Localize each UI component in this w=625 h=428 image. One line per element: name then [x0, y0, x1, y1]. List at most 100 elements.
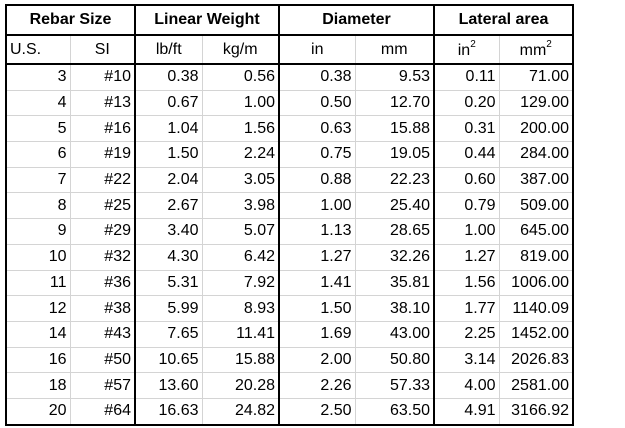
cell: 11	[5, 269, 71, 297]
cell: 3.40	[134, 218, 203, 245]
cell: 28.65	[354, 218, 435, 245]
cell: 4.30	[134, 243, 203, 271]
cell: 5	[5, 115, 71, 143]
cell: 9	[5, 218, 71, 245]
cell: #13	[69, 89, 136, 117]
cell: 1.69	[278, 320, 356, 348]
cell: 2.26	[278, 372, 356, 399]
unit-header: mm	[354, 34, 435, 65]
cell: 16.63	[134, 397, 203, 426]
cell: 1.41	[278, 269, 356, 297]
cell: 129.00	[498, 89, 574, 117]
cell: #43	[69, 320, 136, 348]
cell: 4	[5, 89, 71, 117]
data-row: 18 #57 13.60 20.28 2.26 57.33 4.00 2581.00	[5, 372, 574, 399]
cell: 819.00	[498, 243, 574, 271]
cell: 1.56	[201, 115, 280, 143]
cell: #38	[69, 295, 136, 322]
cell: 15.88	[354, 115, 435, 143]
cell: 3166.92	[498, 397, 574, 426]
cell: #19	[69, 141, 136, 168]
cell: 11.41	[201, 320, 280, 348]
unit-header: U.S.	[5, 34, 71, 65]
cell: 4.00	[433, 372, 500, 399]
cell: 63.50	[354, 397, 435, 426]
cell: 57.33	[354, 372, 435, 399]
cell: 1.00	[433, 218, 500, 245]
cell: 10	[5, 243, 71, 271]
cell: 1140.09	[498, 295, 574, 322]
cell: 38.10	[354, 295, 435, 322]
group-header-row: Rebar Size Linear Weight Diameter Lateral a…	[5, 4, 574, 36]
cell: 1.13	[278, 218, 356, 245]
data-row: 3 #10 0.38 0.56 0.38 9.53 0.11 71.00	[5, 63, 574, 91]
cell: 0.38	[134, 63, 203, 91]
group-header: Rebar Size	[5, 4, 136, 36]
cell: 1.04	[134, 115, 203, 143]
cell: 284.00	[498, 141, 574, 168]
cell: 0.67	[134, 89, 203, 117]
rebar-table: Rebar Size Linear Weight Diameter Lateral a…	[5, 4, 574, 426]
unit-header: mm2	[498, 34, 574, 65]
cell: 200.00	[498, 115, 574, 143]
cell: 12	[5, 295, 71, 322]
cell: 18	[5, 372, 71, 399]
cell: 10.65	[134, 346, 203, 374]
cell: 3.14	[433, 346, 500, 374]
cell: 5.31	[134, 269, 203, 297]
cell: 2.50	[278, 397, 356, 426]
cell: 1.50	[278, 295, 356, 322]
data-row: 4 #13 0.67 1.00 0.50 12.70 0.20 129.00	[5, 89, 574, 117]
data-row: 7 #22 2.04 3.05 0.88 22.23 0.60 387.00	[5, 166, 574, 194]
cell: 5.07	[201, 218, 280, 245]
cell: 1006.00	[498, 269, 574, 297]
cell: 6.42	[201, 243, 280, 271]
cell: 25.40	[354, 192, 435, 220]
cell: 6	[5, 141, 71, 168]
cell: 7.92	[201, 269, 280, 297]
cell: 35.81	[354, 269, 435, 297]
data-row: 6 #19 1.50 2.24 0.75 19.05 0.44 284.00	[5, 141, 574, 168]
data-row: 16 #50 10.65 15.88 2.00 50.80 3.14 2026.83	[5, 346, 574, 374]
cell: 13.60	[134, 372, 203, 399]
cell: #10	[69, 63, 136, 91]
unit-header: in	[278, 34, 356, 65]
cell: 0.88	[278, 166, 356, 194]
data-row: 10 #32 4.30 6.42 1.27 32.26 1.27 819.00	[5, 243, 574, 271]
data-row: 20 #64 16.63 24.82 2.50 63.50 4.91 3166.92	[5, 397, 574, 426]
cell: 24.82	[201, 397, 280, 426]
cell: 1.27	[278, 243, 356, 271]
cell: 3.98	[201, 192, 280, 220]
cell: 7	[5, 166, 71, 194]
cell: 19.05	[354, 141, 435, 168]
cell: 2.24	[201, 141, 280, 168]
cell: 0.56	[201, 63, 280, 91]
cell: 2.67	[134, 192, 203, 220]
cell: 16	[5, 346, 71, 374]
cell: 0.44	[433, 141, 500, 168]
unit-superscript: 2	[546, 39, 552, 50]
cell: #25	[69, 192, 136, 220]
unit-header: SI	[69, 34, 136, 65]
unit-base: in	[457, 42, 471, 59]
unit-header: lb/ft	[134, 34, 203, 65]
cell: 1452.00	[498, 320, 574, 348]
cell: 7.65	[134, 320, 203, 348]
cell: 1.00	[201, 89, 280, 117]
cell: 2.25	[433, 320, 500, 348]
cell: 1.00	[278, 192, 356, 220]
cell: 14	[5, 320, 71, 348]
cell: 1.77	[433, 295, 500, 322]
data-row: 9 #29 3.40 5.07 1.13 28.65 1.00 645.00	[5, 218, 574, 245]
cell: #36	[69, 269, 136, 297]
cell: 387.00	[498, 166, 574, 194]
cell: #32	[69, 243, 136, 271]
unit-header: in2	[433, 34, 500, 65]
cell: 0.63	[278, 115, 356, 143]
data-row: 14 #43 7.65 11.41 1.69 43.00 2.25 1452.00	[5, 320, 574, 348]
cell: 20.28	[201, 372, 280, 399]
cell: 22.23	[354, 166, 435, 194]
data-row: 5 #16 1.04 1.56 0.63 15.88 0.31 200.00	[5, 115, 574, 143]
cell: 32.26	[354, 243, 435, 271]
cell: 2.04	[134, 166, 203, 194]
